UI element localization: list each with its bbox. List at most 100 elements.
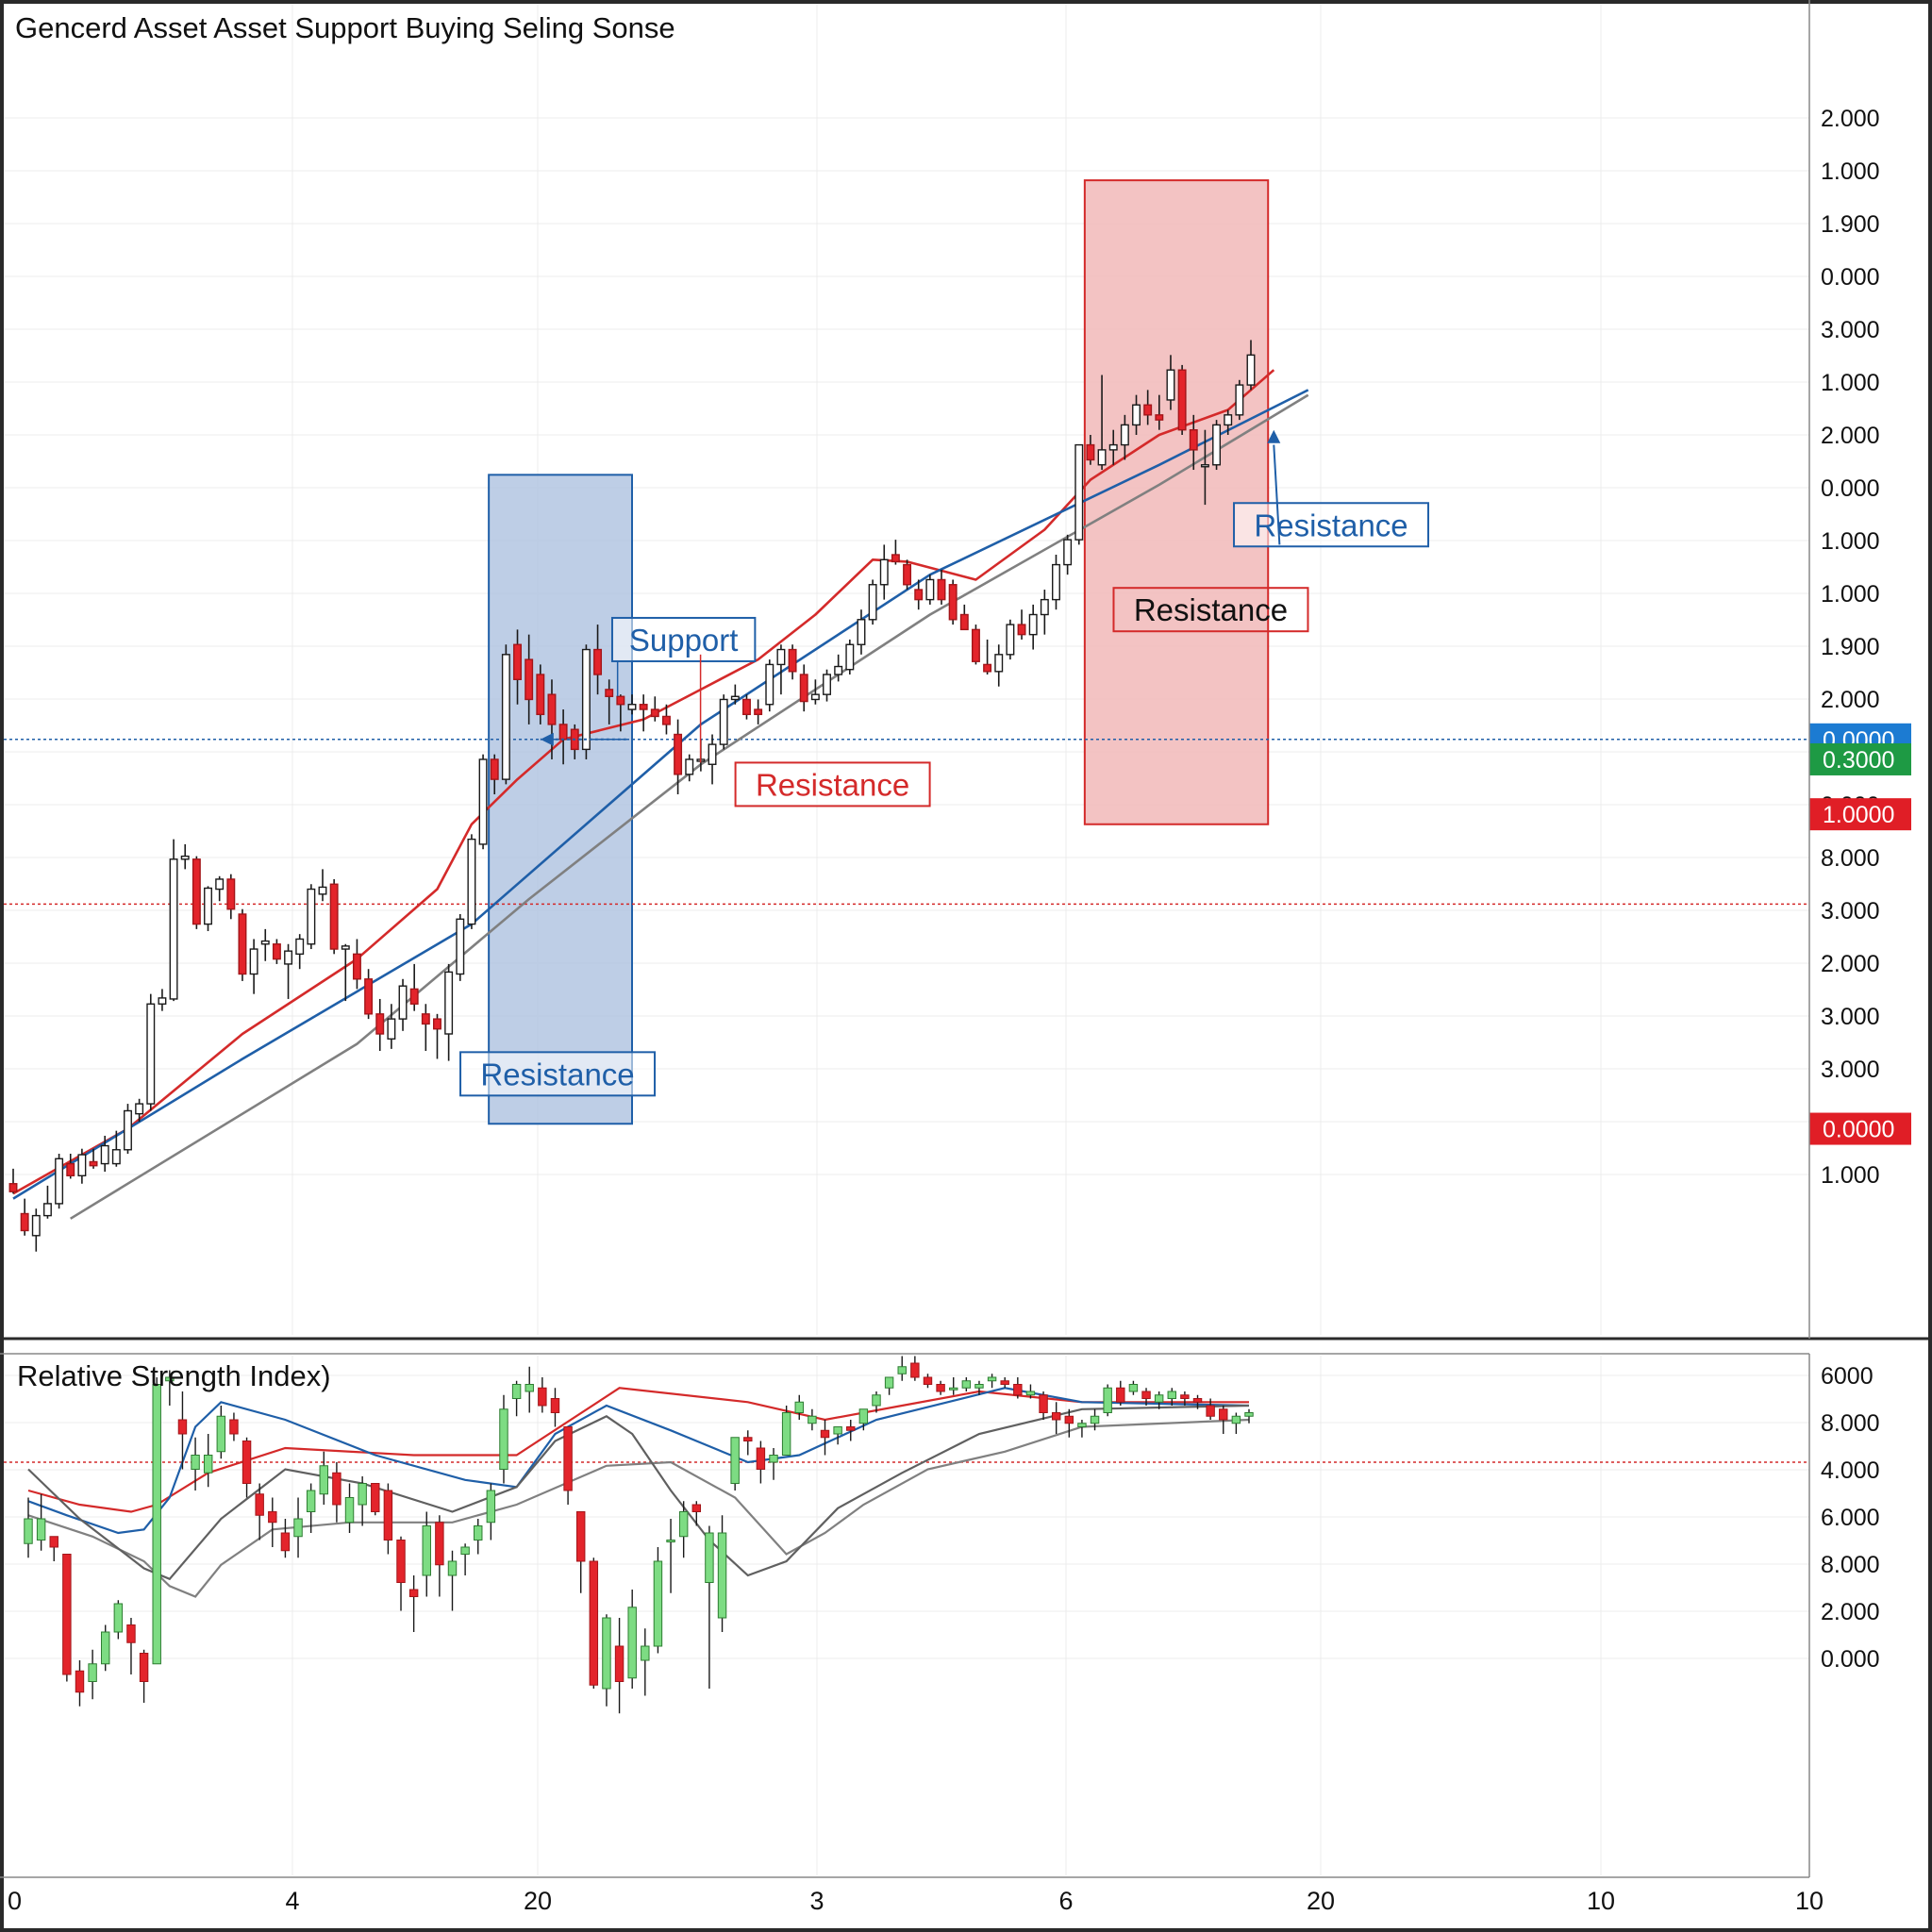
bullish-candle: [467, 834, 476, 929]
bearish-candle: [409, 963, 419, 1011]
candle-body: [1006, 624, 1015, 656]
candle-body: [421, 1013, 430, 1025]
rsi-candle-body: [872, 1394, 881, 1407]
candle-body: [1097, 449, 1107, 466]
bullish-candle: [249, 939, 258, 994]
axes-layer: 2.000 1.000 1.900 0.000 3.000 1.000 2.000 0.000…: [8, 106, 1911, 1915]
rsi-panel: [4, 1356, 1809, 1714]
bearish-candle: [1017, 609, 1026, 640]
candle-body: [375, 1013, 385, 1035]
candle-body: [501, 654, 510, 780]
bullish-candle: [501, 644, 510, 785]
candle-body: [730, 695, 740, 701]
bullish-candle: [100, 1135, 109, 1173]
rsi-candle-body: [191, 1455, 200, 1470]
rsi-candle-body: [371, 1483, 380, 1512]
rsi-bullish-candle: [358, 1476, 367, 1526]
rsi-bullish-candle: [319, 1451, 329, 1505]
rsi-bearish-candle: [1051, 1402, 1061, 1434]
bearish-candle: [971, 625, 980, 665]
candle-body: [66, 1162, 75, 1176]
candle-body: [387, 1018, 396, 1040]
candle-body: [776, 648, 786, 666]
rsi-tick-label: 2.000: [1821, 1599, 1880, 1625]
rsi-candle-body: [24, 1518, 33, 1544]
rsi-bullish-candle: [872, 1391, 881, 1413]
bearish-candle: [20, 1198, 29, 1236]
rsi-bullish-candle: [88, 1649, 97, 1700]
price-badge: 0.3000: [1809, 742, 1911, 775]
rsi-candle-body: [75, 1670, 85, 1693]
bullish-candle: [77, 1148, 87, 1184]
bearish-candle: [490, 754, 499, 794]
candle-body: [994, 654, 1004, 673]
bullish-candle: [31, 1208, 41, 1252]
resistance-arrow-line: [1273, 444, 1281, 545]
rsi-bearish-candle: [126, 1618, 136, 1674]
bullish-candle: [146, 993, 156, 1111]
candle-body: [754, 708, 763, 716]
price-tick-label: 3.000: [1821, 898, 1880, 924]
candle-body: [1177, 369, 1187, 431]
candle-body: [215, 878, 225, 891]
bullish-candle: [1120, 414, 1129, 460]
bearish-candle: [616, 694, 625, 732]
rsi-candle-body: [113, 1603, 124, 1633]
candle-body: [616, 695, 625, 706]
rsi-bullish-candle: [422, 1511, 431, 1597]
price-tick-label: 2.000: [1821, 106, 1880, 132]
price-tick-label: 3.000: [1821, 1004, 1880, 1030]
candle-body: [627, 704, 637, 710]
price-tick-label: 0.000: [1821, 475, 1880, 502]
bullish-candle: [1040, 590, 1049, 635]
bearish-candle: [272, 939, 281, 964]
rsi-candle-body: [383, 1490, 393, 1541]
bearish-candle: [903, 559, 912, 591]
rsi-candle-body: [36, 1518, 46, 1541]
rsi-bullish-candle: [858, 1408, 869, 1431]
rsi-candle-body: [743, 1437, 753, 1441]
rsi-candle-body: [126, 1624, 136, 1643]
price-tick-label: 2.000: [1821, 951, 1880, 977]
price-tick-label: 0.000: [1821, 264, 1880, 291]
candle-body: [1143, 404, 1153, 416]
bullish-candle: [823, 669, 831, 702]
rsi-candle-body: [525, 1384, 534, 1392]
rsi-bearish-candle: [1219, 1406, 1228, 1434]
rsi-bearish-candle: [1192, 1394, 1203, 1409]
rsi-candle-body: [1206, 1405, 1215, 1417]
candle-body: [536, 674, 545, 716]
candle-body: [307, 888, 316, 945]
candle-body: [639, 704, 648, 710]
rsi-candle-body: [1244, 1412, 1254, 1417]
bearish-candle: [754, 699, 763, 724]
price-tick-label: 1.000: [1821, 528, 1880, 555]
rsi-bullish-candle: [948, 1377, 958, 1395]
bullish-candle: [1028, 604, 1038, 650]
rsi-candle-body: [846, 1426, 856, 1431]
bullish-candle: [1235, 379, 1244, 421]
rsi-candle-body: [486, 1490, 496, 1524]
rsi-candle-body: [203, 1455, 213, 1474]
rsi-bearish-candle: [139, 1649, 149, 1703]
rsi-tick-label: 4.000: [1821, 1457, 1880, 1484]
rsi-candle-body: [705, 1532, 714, 1583]
bullish-candle: [857, 609, 866, 655]
bullish-candle: [994, 644, 1004, 687]
rsi-candle-body: [62, 1554, 72, 1675]
rsi-bullish-candle: [1025, 1384, 1036, 1399]
bearish-candle: [364, 969, 374, 1020]
bearish-candle: [605, 679, 614, 724]
rsi-tick-label: 6.000: [1821, 1505, 1880, 1531]
candle-body: [1155, 414, 1164, 421]
rsi-candle-body: [1192, 1398, 1203, 1403]
rsi-candle-body: [653, 1560, 663, 1647]
rsi-bullish-candle: [808, 1408, 817, 1431]
candle-body: [593, 648, 603, 675]
candle-body: [169, 858, 178, 1000]
candle-body: [100, 1144, 109, 1165]
rsi-candle-body: [1219, 1408, 1228, 1421]
rsi-bullish-candle: [191, 1437, 200, 1491]
rsi-bearish-candle: [910, 1356, 920, 1381]
